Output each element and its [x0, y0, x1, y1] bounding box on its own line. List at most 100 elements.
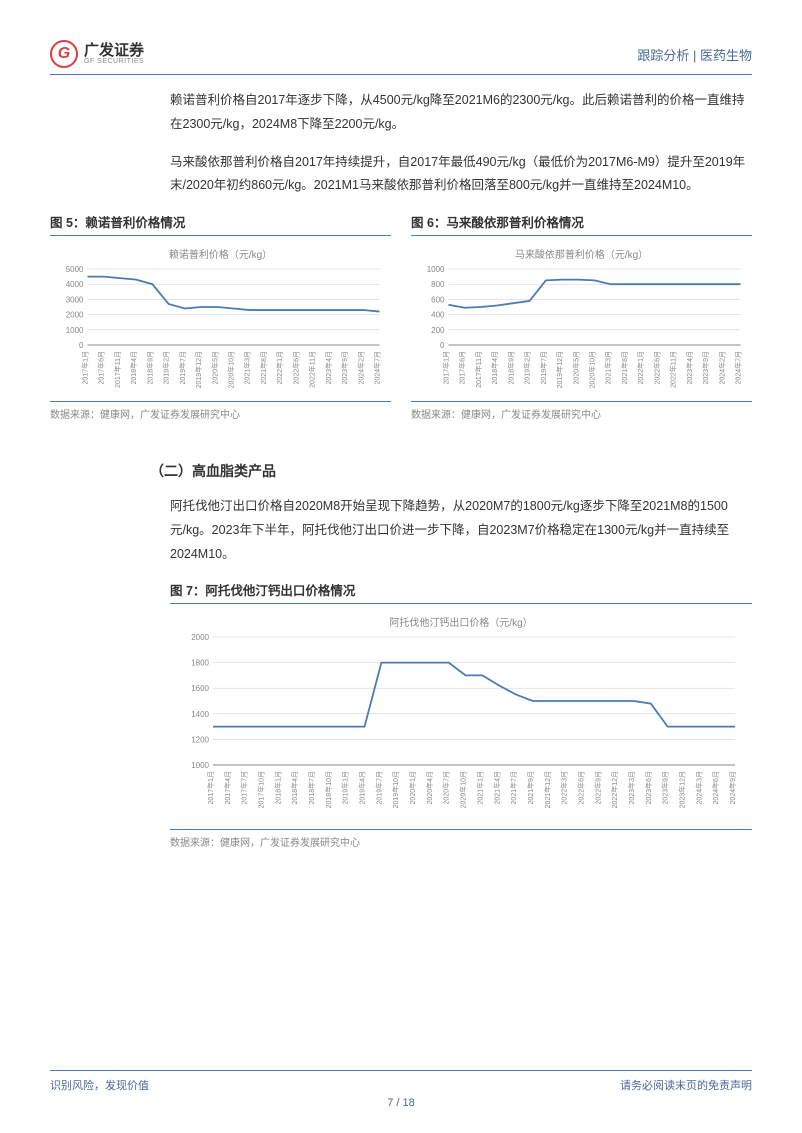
page-footer: 识别风险，发现价值 请务必阅读末页的免责声明 7 / 18 [50, 1070, 752, 1109]
figure-5-chart: 0100020003000400050002017年1月2017年6月2017年… [52, 265, 389, 395]
svg-text:2023年12月: 2023年12月 [677, 771, 686, 808]
svg-text:2020年5月: 2020年5月 [210, 351, 219, 384]
page-header: G 广发证券 GF SECURITIES 跟踪分析 | 医药生物 [50, 40, 752, 75]
svg-text:2020年5月: 2020年5月 [571, 351, 580, 384]
svg-text:2018年4月: 2018年4月 [129, 351, 138, 384]
svg-text:2017年1月: 2017年1月 [81, 351, 90, 384]
svg-text:2018年9月: 2018年9月 [145, 351, 154, 384]
svg-text:2022年3月: 2022年3月 [560, 771, 569, 804]
paragraph-1: 赖诺普利价格自2017年逐步下降，从4500元/kg降至2021M6的2300元… [170, 89, 752, 137]
svg-text:2020年10月: 2020年10月 [227, 351, 236, 388]
svg-text:2019年7月: 2019年7月 [374, 771, 383, 804]
svg-text:2017年10月: 2017年10月 [257, 771, 266, 808]
svg-text:2023年4月: 2023年4月 [685, 351, 694, 384]
svg-text:2017年11月: 2017年11月 [113, 351, 122, 388]
svg-text:2020年4月: 2020年4月 [425, 771, 434, 804]
svg-text:2022年1月: 2022年1月 [275, 351, 284, 384]
svg-text:400: 400 [431, 311, 445, 320]
svg-text:2021年8月: 2021年8月 [620, 351, 629, 384]
svg-text:2020年1月: 2020年1月 [408, 771, 417, 804]
svg-text:2019年4月: 2019年4月 [358, 771, 367, 804]
svg-text:2019年12月: 2019年12月 [555, 351, 564, 388]
paragraph-3: 阿托伐他汀出口价格自2020M8开始呈现下降趋势，从2020M7的1800元/k… [170, 495, 752, 566]
svg-text:2021年8月: 2021年8月 [259, 351, 268, 384]
figure-6: 图 6：马来酸依那普利价格情况 马来酸依那普利价格（元/kg） 02004006… [411, 212, 752, 421]
figure-7-source: 数据来源：健康网，广发证券发展研究中心 [170, 829, 752, 849]
svg-text:2017年1月: 2017年1月 [442, 351, 451, 384]
svg-text:600: 600 [431, 295, 445, 304]
svg-text:2021年4月: 2021年4月 [492, 771, 501, 804]
svg-text:2022年6月: 2022年6月 [576, 771, 585, 804]
svg-text:2017年1月: 2017年1月 [206, 771, 215, 804]
svg-text:2023年9月: 2023年9月 [661, 771, 670, 804]
svg-text:2000: 2000 [66, 311, 84, 320]
figure-7: 图 7：阿托伐他汀钙出口价格情况 阿托伐他汀钙出口价格（元/kg） 100012… [170, 580, 752, 849]
svg-text:2019年7月: 2019年7月 [539, 351, 548, 384]
svg-text:0: 0 [440, 341, 445, 350]
figure-5-title: 图 5：赖诺普利价格情况 [50, 212, 391, 236]
svg-text:2020年10月: 2020年10月 [588, 351, 597, 388]
svg-text:2021年1月: 2021年1月 [475, 771, 484, 804]
svg-text:2019年2月: 2019年2月 [162, 351, 171, 384]
svg-text:2020年10月: 2020年10月 [459, 771, 468, 808]
svg-text:1000: 1000 [66, 326, 84, 335]
figure-6-source: 数据来源：健康网，广发证券发展研究中心 [411, 401, 752, 421]
svg-text:2018年9月: 2018年9月 [506, 351, 515, 384]
svg-text:2017年7月: 2017年7月 [240, 771, 249, 804]
footer-right: 请务必阅读末页的免责声明 [620, 1077, 752, 1093]
svg-text:1400: 1400 [191, 710, 209, 719]
footer-left: 识别风险，发现价值 [50, 1077, 149, 1093]
svg-text:2022年9月: 2022年9月 [593, 771, 602, 804]
logo-icon: G [50, 40, 78, 68]
svg-text:2021年12月: 2021年12月 [543, 771, 552, 808]
svg-text:2022年1月: 2022年1月 [636, 351, 645, 384]
logo-en: GF SECURITIES [84, 58, 144, 65]
svg-text:2024年2月: 2024年2月 [356, 351, 365, 384]
svg-text:2018年1月: 2018年1月 [273, 771, 282, 804]
svg-text:800: 800 [431, 280, 445, 289]
svg-text:2018年7月: 2018年7月 [307, 771, 316, 804]
svg-text:2024年6月: 2024年6月 [711, 771, 720, 804]
section-2-title: （二）高血脂类产品 [150, 461, 752, 481]
svg-text:3000: 3000 [66, 295, 84, 304]
svg-text:2023年9月: 2023年9月 [701, 351, 710, 384]
paragraph-2: 马来酸依那普利价格自2017年持续提升，自2017年最低490元/kg（最低价为… [170, 151, 752, 199]
svg-text:2018年4月: 2018年4月 [290, 771, 299, 804]
svg-text:2023年9月: 2023年9月 [340, 351, 349, 384]
svg-text:2021年3月: 2021年3月 [604, 351, 613, 384]
figure-5: 图 5：赖诺普利价格情况 赖诺普利价格（元/kg） 01000200030004… [50, 212, 391, 421]
svg-text:2019年10月: 2019年10月 [391, 771, 400, 808]
svg-text:2022年6月: 2022年6月 [291, 351, 300, 384]
svg-text:2024年7月: 2024年7月 [734, 351, 743, 384]
svg-text:2017年6月: 2017年6月 [458, 351, 467, 384]
svg-text:2024年9月: 2024年9月 [728, 771, 737, 804]
figure-7-title: 图 7：阿托伐他汀钙出口价格情况 [170, 580, 752, 604]
svg-text:2023年4月: 2023年4月 [324, 351, 333, 384]
svg-text:200: 200 [431, 326, 445, 335]
svg-text:1000: 1000 [191, 761, 209, 770]
svg-text:2021年9月: 2021年9月 [526, 771, 535, 804]
svg-text:2019年2月: 2019年2月 [523, 351, 532, 384]
svg-text:2022年11月: 2022年11月 [669, 351, 678, 388]
svg-text:2020年7月: 2020年7月 [442, 771, 451, 804]
svg-text:2018年10月: 2018年10月 [324, 771, 333, 808]
svg-text:2017年4月: 2017年4月 [223, 771, 232, 804]
figure-7-chart-label: 阿托伐他汀钙出口价格（元/kg） [172, 614, 750, 629]
svg-text:2022年6月: 2022年6月 [652, 351, 661, 384]
svg-text:1000: 1000 [427, 265, 445, 274]
svg-text:2021年3月: 2021年3月 [243, 351, 252, 384]
logo-cn: 广发证券 [84, 43, 144, 58]
page-number: 7 / 18 [50, 1097, 752, 1109]
svg-text:0: 0 [79, 341, 84, 350]
svg-text:2022年12月: 2022年12月 [610, 771, 619, 808]
svg-text:2023年3月: 2023年3月 [627, 771, 636, 804]
svg-text:2018年4月: 2018年4月 [490, 351, 499, 384]
svg-text:4000: 4000 [66, 280, 84, 289]
svg-text:2019年7月: 2019年7月 [178, 351, 187, 384]
svg-text:2000: 2000 [191, 633, 209, 642]
figure-7-chart: 1000120014001600180020002017年1月2017年4月20… [172, 633, 750, 823]
svg-text:2021年7月: 2021年7月 [509, 771, 518, 804]
figure-5-source: 数据来源：健康网，广发证券发展研究中心 [50, 401, 391, 421]
svg-text:1600: 1600 [191, 684, 209, 693]
figure-6-chart: 020040060080010002017年1月2017年6月2017年11月2… [413, 265, 750, 395]
